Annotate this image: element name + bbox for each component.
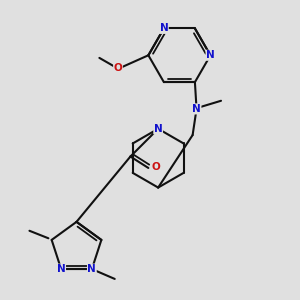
Text: N: N bbox=[192, 104, 201, 114]
Text: O: O bbox=[151, 162, 160, 172]
Text: O: O bbox=[114, 63, 122, 73]
Text: N: N bbox=[206, 50, 215, 60]
Text: N: N bbox=[160, 23, 168, 33]
Text: N: N bbox=[88, 264, 96, 274]
Text: N: N bbox=[57, 264, 65, 274]
Text: N: N bbox=[154, 124, 163, 134]
